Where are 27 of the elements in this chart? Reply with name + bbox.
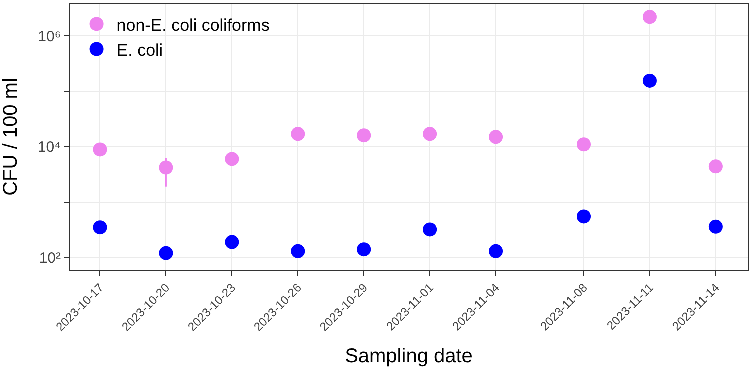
point: [577, 210, 591, 224]
point: [357, 242, 372, 257]
point: [159, 160, 174, 175]
point: [291, 127, 306, 142]
point: [423, 127, 438, 142]
y-tick-label: 10²: [39, 250, 61, 267]
y-axis-title: CFU / 100 ml: [0, 78, 22, 196]
point: [489, 244, 504, 258]
legend-label: E. coli: [116, 40, 164, 60]
point: [225, 152, 240, 166]
point: [642, 74, 657, 88]
point: [93, 142, 108, 157]
y-tick-label: 10⁴: [38, 139, 61, 156]
point: [159, 246, 174, 260]
y-tick-label: 10⁶: [38, 28, 61, 46]
point: [423, 222, 438, 237]
point: [93, 220, 108, 235]
x-axis-title: Sampling date: [345, 346, 473, 368]
point: [708, 160, 723, 174]
point: [225, 235, 240, 250]
point: [642, 10, 657, 24]
point: [577, 138, 591, 152]
legend-label: non-E. coli coliforms: [116, 16, 270, 35]
point: [291, 244, 306, 258]
point: [357, 128, 372, 143]
point: [708, 220, 723, 234]
point: [489, 130, 504, 144]
